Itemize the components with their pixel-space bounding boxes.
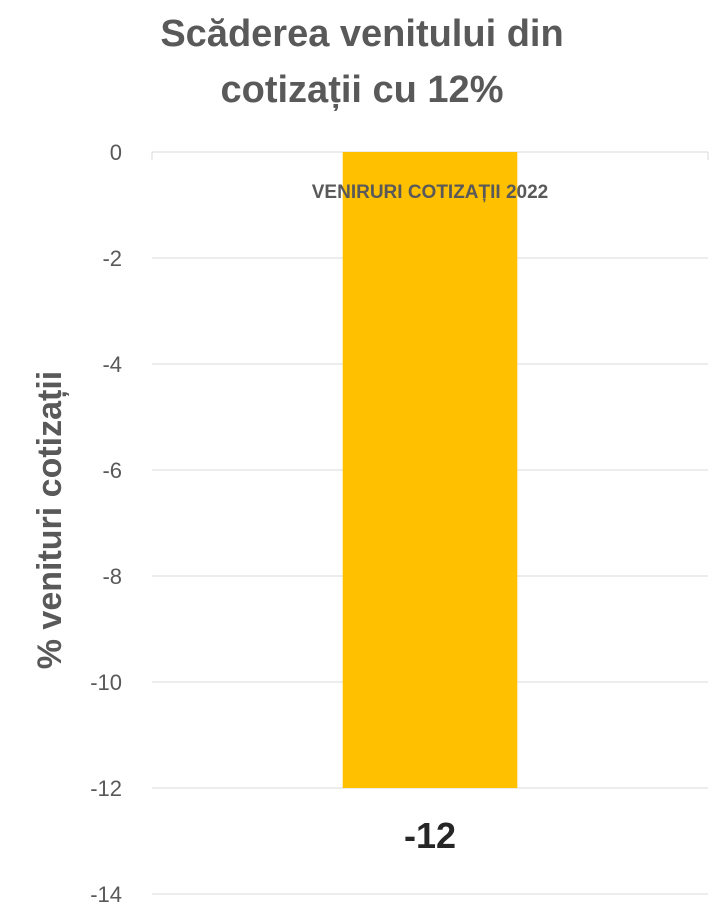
chart-title-line-2: cotizații cu 12% — [221, 69, 504, 111]
chart-title: Scăderea venitului din cotizații cu 12% — [160, 13, 563, 111]
y-tick-label: -8 — [102, 564, 122, 589]
y-tick-label: -12 — [90, 776, 122, 801]
y-tick-label: -4 — [102, 352, 122, 377]
bar — [342, 152, 518, 788]
y-axis-label: % venituri cotizații — [31, 371, 69, 670]
y-tick-label: -14 — [90, 882, 122, 904]
y-axis-ticks: 0 -2 -4 -6 -8 -10 -12 -14 — [90, 140, 122, 904]
y-tick-label: -10 — [90, 670, 122, 695]
category-label: VENIRURI COTIZAȚII 2022 — [312, 182, 549, 203]
y-tick-label: 0 — [110, 140, 122, 165]
bars — [342, 152, 518, 788]
data-label: -12 — [404, 815, 456, 856]
y-tick-label: -6 — [102, 458, 122, 483]
chart-title-line-1: Scăderea venitului din — [160, 13, 563, 55]
y-tick-label: -2 — [102, 246, 122, 271]
bar-labels: VENIRURI COTIZAȚII 2022 -12 — [312, 182, 549, 856]
